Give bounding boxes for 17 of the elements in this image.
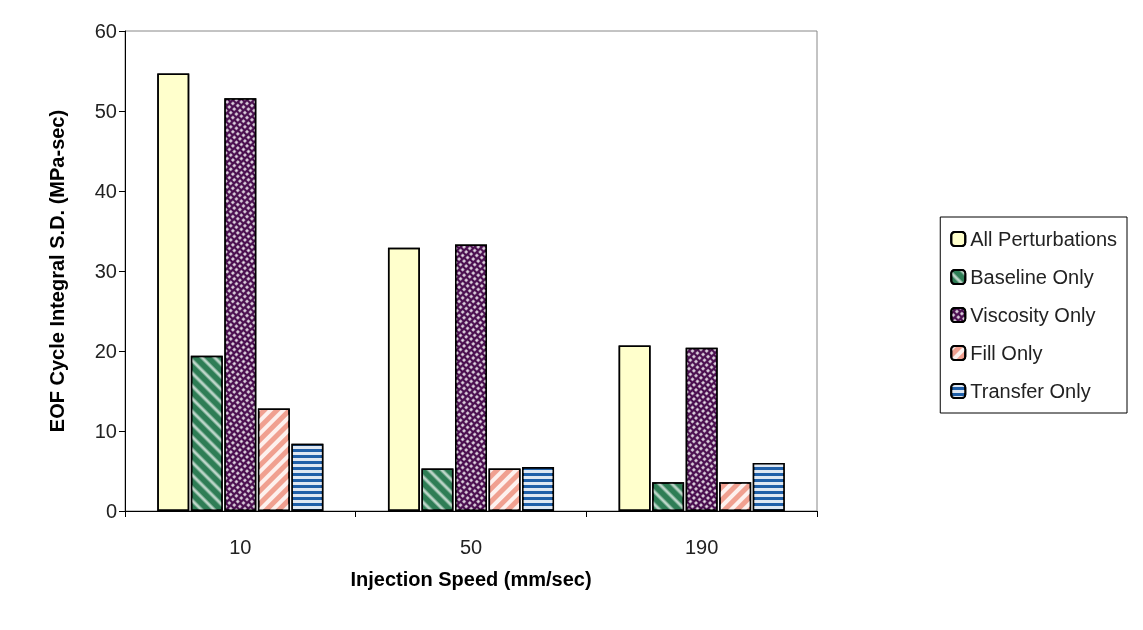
x-tick-label: 10 <box>229 536 252 558</box>
y-tick-label: 0 <box>105 500 117 522</box>
y-tick-label: 40 <box>94 180 117 202</box>
y-tick-label: 30 <box>94 260 117 282</box>
legend-label: All Perturbations <box>970 228 1118 250</box>
x-axis-title: Injection Speed (mm/sec) <box>350 568 592 590</box>
x-tick-label: 190 <box>684 536 719 558</box>
legend-label: Baseline Only <box>970 266 1094 288</box>
x-tick-label: 50 <box>459 536 483 558</box>
y-tick-label: 20 <box>94 340 117 362</box>
y-tick-label: 60 <box>94 20 117 42</box>
legend-label: Viscosity Only <box>970 304 1096 326</box>
y-tick-label: 50 <box>94 100 117 122</box>
legend-label: Transfer Only <box>970 380 1091 402</box>
legend-label: Fill Only <box>970 342 1043 364</box>
y-axis-title: EOF Cycle Integral S.D. (MPa-sec) <box>46 109 68 433</box>
y-tick-label: 10 <box>94 420 117 442</box>
